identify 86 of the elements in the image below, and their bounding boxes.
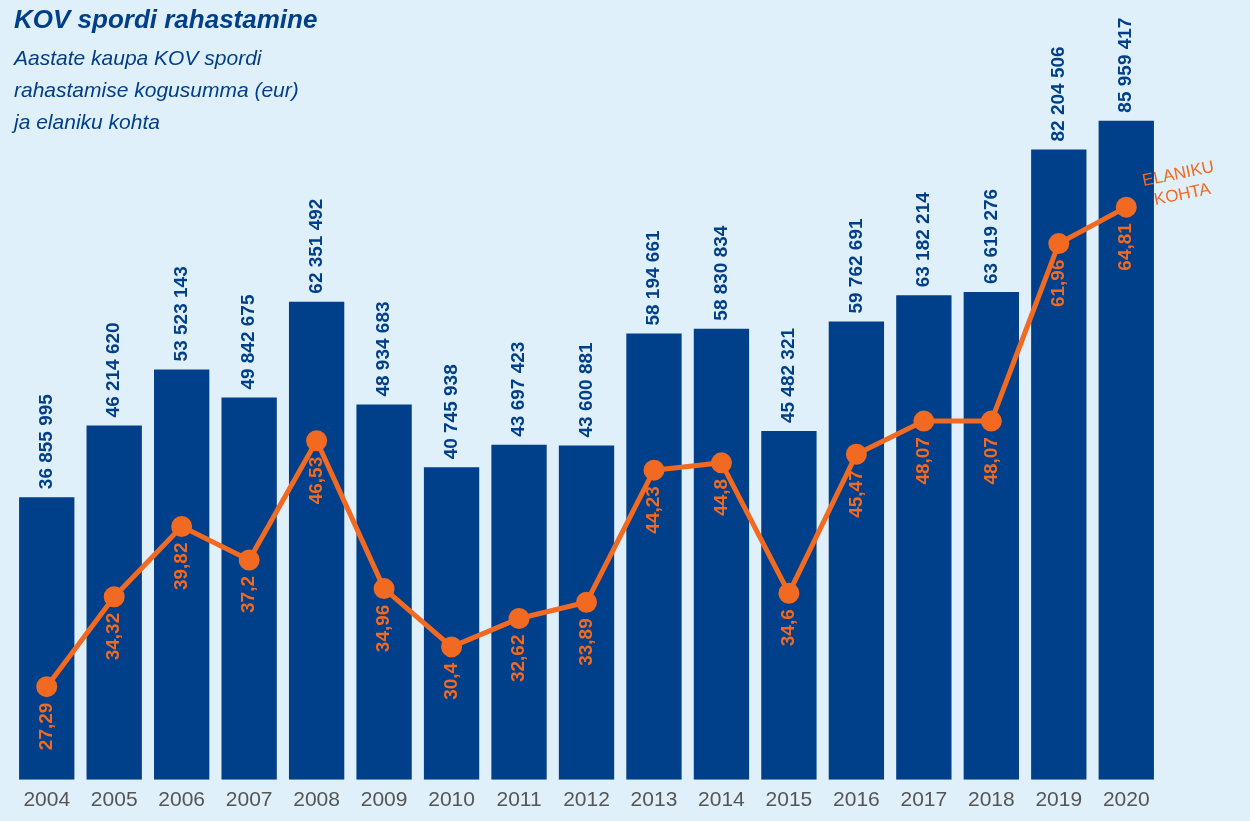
bar <box>19 497 75 780</box>
data-label: 46 214 620 <box>102 322 124 418</box>
data-label: 33,89 <box>574 618 596 666</box>
data-label: 48,07 <box>979 437 1001 485</box>
point <box>710 452 732 474</box>
data-label: 48 934 683 <box>372 301 394 397</box>
point <box>1048 233 1070 255</box>
data-label: 63 619 276 <box>979 188 1001 284</box>
bar <box>154 369 210 780</box>
x-tick-label: 2006 <box>158 787 206 811</box>
bar <box>423 467 480 780</box>
x-tick-label: 2016 <box>833 787 880 811</box>
x-tick-label: 2004 <box>23 787 71 811</box>
point <box>913 410 935 432</box>
data-label: 32,62 <box>507 634 529 683</box>
x-tick-label: 2018 <box>967 787 1015 811</box>
data-label: 62 351 492 <box>304 198 326 294</box>
point <box>103 586 125 608</box>
bar <box>86 425 142 780</box>
data-label: 53 523 143 <box>169 266 191 362</box>
point <box>238 549 260 571</box>
point <box>643 459 665 481</box>
point <box>36 676 58 698</box>
point <box>845 443 867 465</box>
bar <box>558 445 615 780</box>
data-label: 43 600 881 <box>574 341 596 438</box>
data-label: 37,2 <box>237 575 259 613</box>
data-label: 43 697 423 <box>507 341 529 437</box>
point <box>980 410 1002 432</box>
bar <box>761 431 817 780</box>
x-tick-label: 2010 <box>428 787 475 811</box>
point <box>508 608 530 630</box>
bar <box>828 321 885 780</box>
point <box>306 430 328 452</box>
data-label: 44,23 <box>642 486 664 534</box>
x-tick-label: 2011 <box>496 787 542 811</box>
data-label: 58 830 834 <box>709 225 731 321</box>
data-label: 30,4 <box>439 662 461 700</box>
point <box>1115 196 1137 218</box>
data-label: 49 842 675 <box>237 294 259 390</box>
data-label: 34,6 <box>777 609 799 647</box>
x-tick-label: 2012 <box>563 787 610 811</box>
data-label: 27,29 <box>34 702 56 751</box>
data-label: 34,96 <box>372 604 394 653</box>
x-tick-label: 2005 <box>90 787 138 811</box>
data-label: 85 959 417 <box>1114 17 1136 113</box>
bar <box>288 301 345 780</box>
x-tick-label: 2008 <box>293 787 340 811</box>
data-label: 45 482 321 <box>777 327 799 424</box>
data-label: 46,53 <box>304 456 326 505</box>
x-tick-label: 2015 <box>765 787 813 811</box>
x-tick-label: 2009 <box>360 787 408 811</box>
text: ELANIKU KOHTA <box>1140 156 1216 210</box>
data-label: 39,82 <box>169 542 191 591</box>
data-label: 44,8 <box>709 478 731 516</box>
data-label: 64,81 <box>1114 222 1136 271</box>
x-tick-label: 2007 <box>225 787 273 811</box>
point <box>373 578 395 600</box>
data-label: 34,32 <box>102 612 124 661</box>
bar <box>693 328 750 780</box>
bar <box>491 444 547 780</box>
bar <box>963 291 1019 780</box>
data-label: 48,07 <box>912 437 934 485</box>
x-tick-label: 2019 <box>1035 787 1083 811</box>
bar <box>896 295 952 780</box>
data-label: 63 182 214 <box>912 191 934 288</box>
x-tick-label: 2017 <box>900 787 948 811</box>
bar <box>626 333 682 780</box>
chart-title: KOV spordi rahastamine <box>14 4 318 35</box>
point <box>441 636 463 658</box>
data-label: 61,96 <box>1047 259 1069 308</box>
data-label: 59 762 691 <box>844 218 866 314</box>
bar <box>356 404 412 780</box>
data-label: 36 855 995 <box>34 393 56 490</box>
point <box>778 582 800 604</box>
bar <box>1031 149 1087 780</box>
x-tick-label: 2014 <box>698 787 746 811</box>
data-label: 45,47 <box>844 470 866 518</box>
data-label: 58 194 661 <box>642 230 664 326</box>
x-tick-label: 2020 <box>1102 787 1150 811</box>
point <box>171 516 193 537</box>
bar <box>221 397 277 780</box>
x-tick-label: 2013 <box>630 787 678 811</box>
point <box>576 591 597 613</box>
data-label: 82 204 506 <box>1047 46 1069 142</box>
data-label: 40 745 938 <box>439 364 461 460</box>
